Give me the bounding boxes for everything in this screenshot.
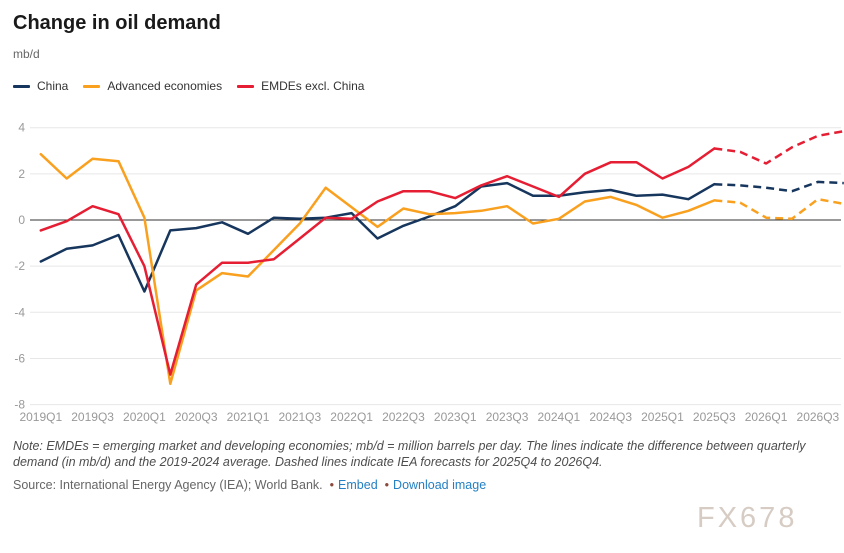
chart-note: Note: EMDEs = emerging market and develo… <box>13 439 806 470</box>
series-line-china <box>39 181 716 293</box>
advanced-economies-line-swatch <box>83 84 101 88</box>
series-line-advanced-economies <box>39 152 716 386</box>
legend-label-emdes-excl-china: EMDEs excl. China <box>261 79 365 93</box>
china-line-swatch <box>13 84 30 88</box>
y-axis-unit-label: mb/d <box>13 47 40 61</box>
x-tick-label: 2025Q1 <box>641 410 684 424</box>
page-title: Change in oil demand <box>13 12 221 34</box>
embed-link[interactable]: Embed <box>338 478 378 492</box>
y-tick-label: -2 <box>14 259 25 273</box>
legend-item-china: China <box>13 79 68 93</box>
chart-legend: China Advanced economies EMDEs excl. Chi… <box>13 79 364 93</box>
x-tick-label: 2022Q3 <box>382 410 425 424</box>
x-tick-label: 2020Q3 <box>175 410 218 424</box>
bullet-separator: • <box>329 478 335 492</box>
series-line-forecast-emdes-excl-china <box>714 129 844 165</box>
y-tick-label: 0 <box>18 213 25 227</box>
x-tick-label: 2023Q1 <box>434 410 477 424</box>
y-tick-label: -8 <box>14 398 25 412</box>
series-line-forecast-advanced-economies <box>714 197 844 221</box>
emdes-excl-china-line-swatch <box>237 84 255 88</box>
legend-label-advanced-economies: Advanced economies <box>107 79 223 93</box>
x-tick-label: 2021Q3 <box>278 410 321 424</box>
x-tick-label: 2019Q1 <box>19 410 62 424</box>
fx678-watermark: FX678 <box>697 502 798 534</box>
y-tick-label: -4 <box>14 305 25 319</box>
y-tick-label: 4 <box>18 121 25 135</box>
x-tick-label: 2025Q3 <box>693 410 736 424</box>
source-text: Source: International Energy Agency (IEA… <box>13 478 323 492</box>
series-line-emdes-excl-china <box>39 147 716 376</box>
x-tick-label: 2024Q3 <box>589 410 632 424</box>
x-tick-label: 2026Q3 <box>797 410 840 424</box>
series-line-forecast-china <box>714 180 844 193</box>
source-line: Source: International Energy Agency (IEA… <box>13 478 486 492</box>
x-tick-label: 2026Q1 <box>745 410 788 424</box>
legend-label-china: China <box>37 79 69 93</box>
x-tick-label: 2020Q1 <box>123 410 166 424</box>
x-tick-label: 2023Q3 <box>486 410 529 424</box>
download-image-link[interactable]: Download image <box>393 478 487 492</box>
line-chart: 4 2 0 -2 -4 -6 -8 2019Q1 2019Q3 2020Q1 2020Q3 2021Q… <box>0 115 844 435</box>
y-tick-label: 2 <box>18 167 25 181</box>
legend-item-advanced-economies: Advanced economies <box>83 79 222 93</box>
x-tick-label: 2019Q3 <box>71 410 114 424</box>
x-tick-label: 2022Q1 <box>330 410 373 424</box>
x-tick-label: 2024Q1 <box>538 410 581 424</box>
x-tick-label: 2021Q1 <box>227 410 270 424</box>
bullet-separator: • <box>384 478 390 492</box>
y-tick-label: -6 <box>14 351 25 365</box>
legend-item-emdes-excl-china: EMDEs excl. China <box>237 79 364 93</box>
